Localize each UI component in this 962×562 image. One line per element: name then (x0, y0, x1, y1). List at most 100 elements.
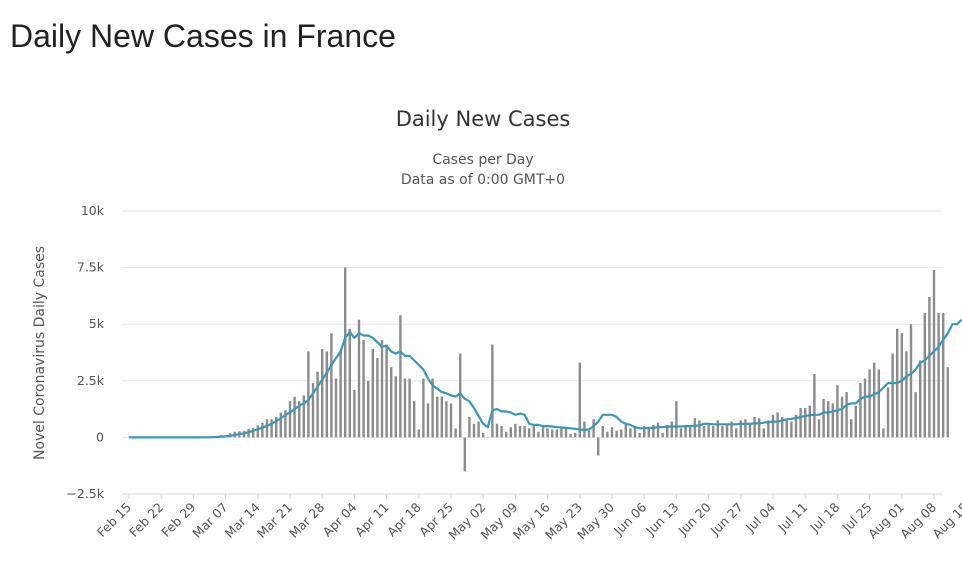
bar (863, 378, 867, 438)
bar (762, 428, 765, 438)
x-tick-label: Mar 28 (286, 499, 327, 540)
x-tick-label: Mar 07 (189, 500, 230, 541)
x-tick-label: Apr 18 (384, 499, 424, 539)
x-tick-label: Mar 14 (222, 499, 263, 540)
x-tick-label: Mar 21 (254, 500, 295, 541)
x-tick-label: Jun 27 (707, 500, 746, 539)
bar (808, 405, 811, 438)
y-tick-label: 5k (89, 316, 105, 331)
bar (707, 424, 710, 438)
y-axis-label: Novel Coronavirus Daily Cases (32, 246, 48, 460)
bar (909, 324, 913, 438)
bar (905, 351, 908, 438)
bar (413, 401, 416, 438)
bar (390, 367, 393, 438)
bar (785, 419, 788, 438)
bar (491, 344, 494, 438)
moving-average-line (129, 318, 962, 439)
bar (845, 392, 848, 438)
bar (721, 426, 724, 438)
bar (587, 430, 591, 438)
bar (408, 378, 411, 438)
bar (560, 428, 563, 438)
bar (629, 428, 632, 438)
bar (353, 389, 356, 438)
bar (781, 417, 784, 438)
bar (932, 269, 936, 438)
bar (500, 426, 503, 438)
bar (302, 395, 305, 438)
bar (739, 420, 742, 438)
bar (615, 430, 618, 438)
bar (440, 396, 443, 438)
bar (505, 431, 508, 438)
bar (316, 371, 319, 438)
y-tick-label: 2.5k (77, 373, 105, 388)
x-tick-label: Jun 13 (642, 500, 681, 539)
bar (822, 398, 825, 438)
bar (790, 421, 793, 438)
bar (555, 429, 558, 438)
bar (334, 378, 338, 438)
bar (564, 427, 568, 438)
bar (417, 429, 420, 438)
bar (275, 417, 278, 438)
bar (813, 374, 816, 438)
bar (661, 432, 664, 438)
bar (279, 412, 282, 438)
x-tick-label: Apr 04 (320, 499, 360, 539)
bar (541, 426, 545, 438)
bar (293, 396, 296, 438)
x-tick-label: Feb 15 (94, 500, 134, 540)
bar (859, 383, 862, 438)
bar (836, 385, 839, 438)
x-tick-label: Feb 22 (126, 500, 166, 540)
bar (592, 419, 595, 438)
bar (399, 315, 402, 438)
bar (914, 392, 917, 438)
bar (698, 420, 701, 438)
bar (518, 426, 522, 438)
bar (477, 421, 480, 438)
bar (284, 410, 287, 438)
bar (725, 424, 729, 438)
bar (730, 421, 733, 438)
bar (403, 378, 407, 438)
bar (873, 362, 876, 438)
bar (431, 378, 434, 438)
bar (551, 429, 554, 438)
x-tick-label: Apr 11 (352, 500, 392, 540)
bar (362, 340, 365, 438)
x-tick-label: Jul 11 (774, 500, 810, 536)
bar (394, 376, 397, 438)
bar (256, 425, 259, 438)
bar (923, 312, 926, 438)
bar (758, 418, 761, 438)
bar (891, 353, 894, 438)
bar (886, 387, 890, 438)
bar (840, 396, 844, 438)
bar (445, 401, 448, 438)
bar (652, 424, 655, 438)
bar (684, 424, 687, 438)
bar (569, 434, 572, 438)
bar (771, 414, 775, 438)
y-tick-label: 7.5k (77, 260, 105, 275)
bar (574, 432, 577, 438)
bar (868, 369, 871, 438)
bar (804, 407, 807, 438)
bar (463, 437, 466, 472)
bar (330, 333, 333, 438)
x-tick-label: Jun 06 (610, 499, 649, 538)
bar (357, 319, 361, 438)
bar (597, 437, 600, 456)
bar (376, 358, 379, 438)
bar (712, 426, 715, 438)
bar (454, 428, 457, 438)
bar (854, 405, 857, 438)
bar (937, 312, 940, 438)
bar (647, 428, 650, 438)
bar (528, 428, 531, 438)
bar (624, 422, 627, 438)
